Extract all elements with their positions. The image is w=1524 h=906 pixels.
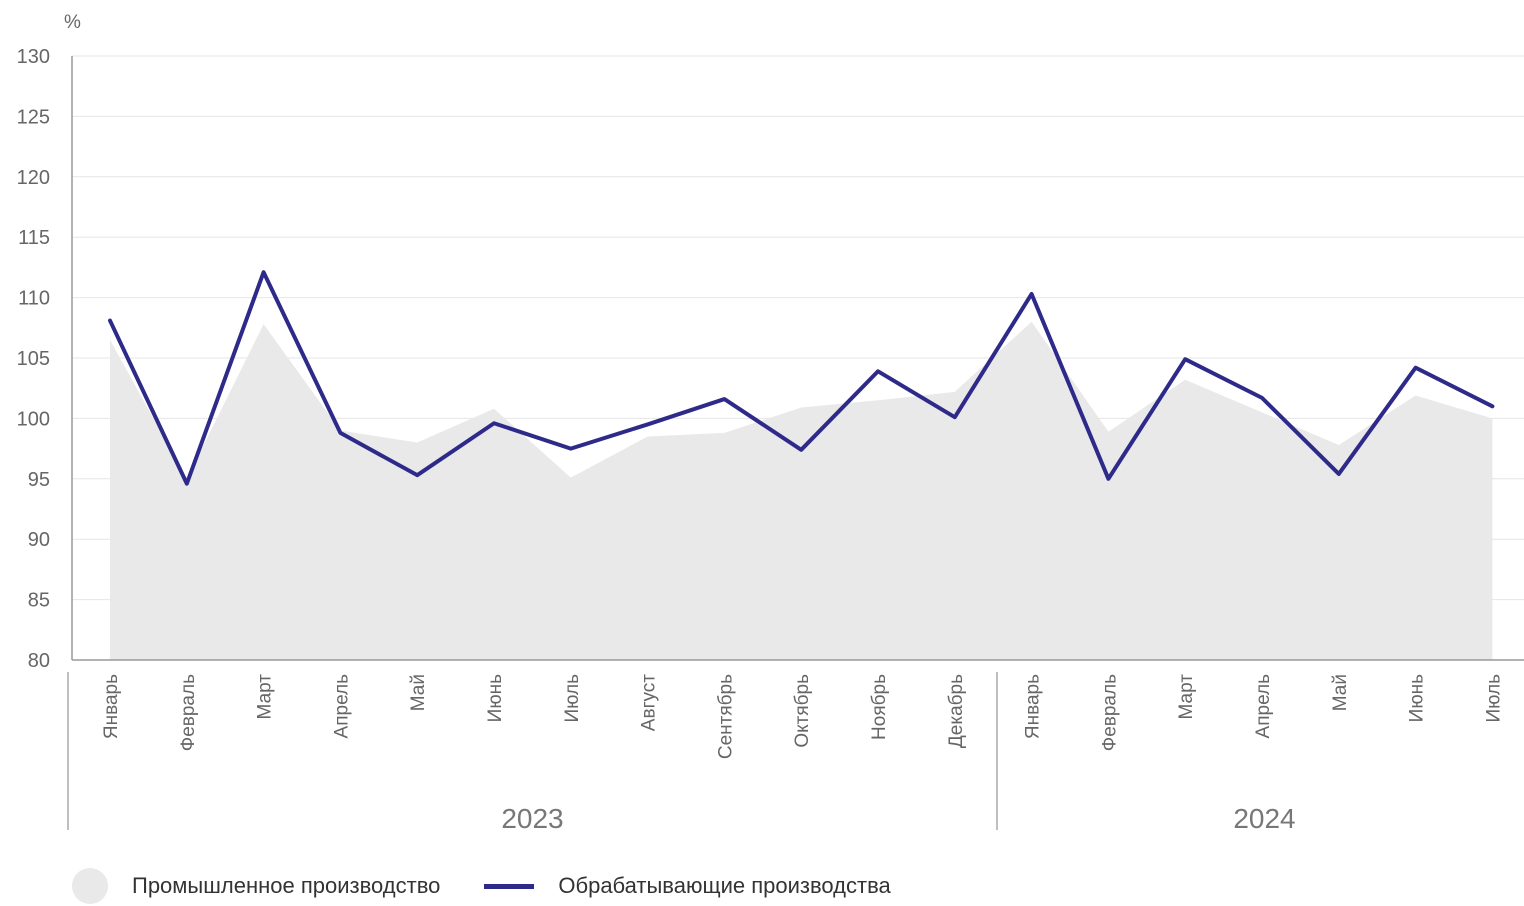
year-group-label: 2023	[501, 803, 563, 834]
line-series-manufacturing	[108, 270, 1495, 486]
x-tick-label: Декабрь	[946, 674, 967, 748]
x-tick-label: Сентябрь	[715, 674, 736, 759]
x-axis-ticks: Январь Февраль Март Апрель Май Июнь Июль Август…	[101, 674, 1504, 759]
x-tick-label: Ноябрь	[869, 674, 890, 740]
x-tick-label: Май	[408, 674, 429, 711]
x-tick-label: Июнь	[1407, 674, 1428, 722]
x-tick-label: Октябрь	[792, 674, 813, 748]
y-tick-label: 115	[18, 227, 50, 249]
x-tick-label: Август	[639, 674, 660, 731]
y-tick-label: 90	[28, 529, 50, 551]
y-tick-label: 95	[28, 469, 50, 491]
y-tick-label: 110	[18, 288, 50, 310]
x-tick-label: Январь	[1023, 674, 1044, 739]
legend-item-industrial-production: Промышленное производство	[72, 868, 440, 904]
x-tick-label: Июнь	[485, 674, 506, 722]
y-tick-label: 100	[17, 408, 50, 430]
x-tick-label: Февраль	[1099, 674, 1120, 751]
legend-item-manufacturing: Обрабатывающие производства	[484, 873, 891, 899]
y-tick-label: 120	[17, 167, 50, 189]
x-tick-label: Июль	[562, 674, 583, 723]
x-tick-label: Март	[1176, 674, 1197, 720]
x-tick-label: Февраль	[178, 674, 199, 751]
axes	[67, 56, 1524, 830]
x-tick-label: Апрель	[1253, 674, 1274, 739]
legend-swatch-line-icon	[484, 883, 535, 889]
legend: Промышленное производство Обрабатывающие…	[72, 866, 935, 906]
y-tick-label: 85	[28, 590, 50, 612]
y-tick-label: 80	[28, 650, 50, 672]
year-group-label: 2024	[1233, 803, 1295, 834]
y-tick-label: 130	[17, 46, 50, 68]
y-tick-label: 125	[17, 106, 50, 128]
y-axis-unit-label: %	[64, 12, 81, 33]
legend-swatch-circle-icon	[72, 868, 108, 904]
x-tick-label: Январь	[101, 674, 122, 739]
y-tick-label: 105	[17, 348, 50, 370]
y-axis-ticks: 80 85 90 95 100 105 110 115 120 125 130	[17, 46, 50, 672]
legend-label-industrial-production: Промышленное производство	[132, 873, 441, 898]
area-series-industrial-production	[110, 321, 1493, 660]
x-tick-label: Июль	[1483, 674, 1504, 723]
x-axis-year-groups: 2023 2024	[501, 803, 1295, 834]
x-tick-label: Апрель	[331, 674, 352, 739]
x-tick-label: Март	[255, 674, 276, 720]
legend-label-manufacturing: Обрабатывающие производства	[558, 873, 891, 898]
chart: 80 85 90 95 100 105 110 115 120 125 130 Январь Февр…	[17, 12, 1524, 834]
x-tick-label: Май	[1330, 674, 1351, 711]
